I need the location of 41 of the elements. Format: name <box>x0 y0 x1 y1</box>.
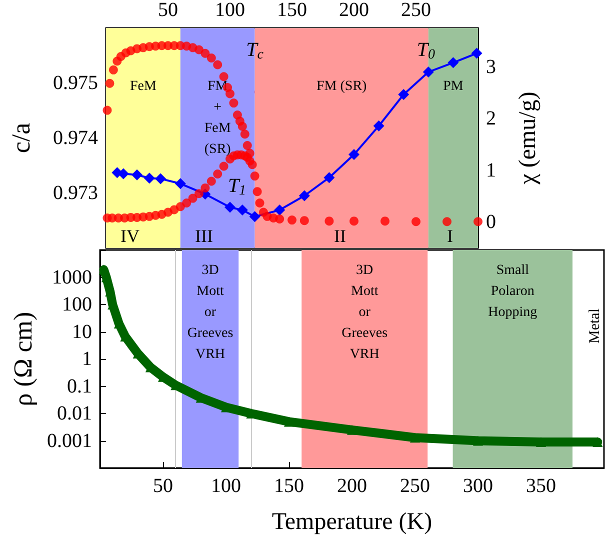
annotation: Metal <box>587 308 603 344</box>
x-tick-label: 100 <box>211 475 241 497</box>
y-tick-label: 1 <box>82 348 92 370</box>
annotation: II <box>334 226 346 246</box>
band-label: PM <box>443 79 464 94</box>
x-tick-label: 350 <box>526 475 556 497</box>
y-tick-label: 0.973 <box>53 182 98 204</box>
y-tick-label: 0.001 <box>47 430 92 452</box>
x-tick-label: 200 <box>337 475 367 497</box>
x-axis-title: Temperature (K) <box>272 509 432 535</box>
y-tick-label: 1000 <box>52 266 92 288</box>
y2-axis-title: χ (emu/g) <box>515 92 541 186</box>
x-tick-label: 50 <box>158 0 178 21</box>
y-tick-label: 0.01 <box>57 402 92 424</box>
x-tick-label: 250 <box>401 0 431 21</box>
x-tick-label: 150 <box>274 475 304 497</box>
x-tick-label: 250 <box>400 475 430 497</box>
band-label: Small Polaron Hopping <box>488 263 538 320</box>
annotation: I <box>447 226 453 246</box>
band-label: 3D Mott or Greeves VRH <box>187 263 234 362</box>
x-tick-label: 150 <box>277 0 307 21</box>
y-tick-label: 0.974 <box>53 127 98 149</box>
x-tick-label: 300 <box>463 475 493 497</box>
band-label: FeM <box>130 79 157 94</box>
y2-tick-label: 3 <box>486 56 496 78</box>
annotation: III <box>195 226 213 246</box>
x-tick-label: 50 <box>153 475 173 497</box>
band-label: 3D Mott or Greeves VRH <box>342 263 388 362</box>
y-tick-label: 0.975 <box>53 72 98 94</box>
band-label: FM (SR) <box>316 79 368 94</box>
y-tick-label: 0.1 <box>67 375 92 398</box>
y-tick-label: 10 <box>72 320 92 343</box>
y2-tick-label: 2 <box>486 108 496 130</box>
y-tick-label: 100 <box>62 294 92 316</box>
annotation: IV <box>120 226 140 246</box>
y-axis-title: c/a <box>6 122 36 154</box>
y-axis-title: ρ (Ω cm) <box>8 312 38 406</box>
x-tick-label: 100 <box>215 0 245 21</box>
y2-tick-label: 1 <box>486 159 496 182</box>
y2-tick-label: 0 <box>486 211 496 234</box>
x-tick-label: 200 <box>339 0 369 21</box>
